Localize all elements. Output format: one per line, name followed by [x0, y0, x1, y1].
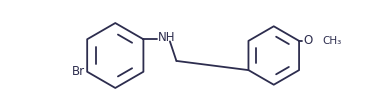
Text: Br: Br	[72, 65, 85, 78]
Text: NH: NH	[158, 31, 175, 44]
Text: CH₃: CH₃	[322, 36, 342, 46]
Text: O: O	[304, 34, 313, 47]
